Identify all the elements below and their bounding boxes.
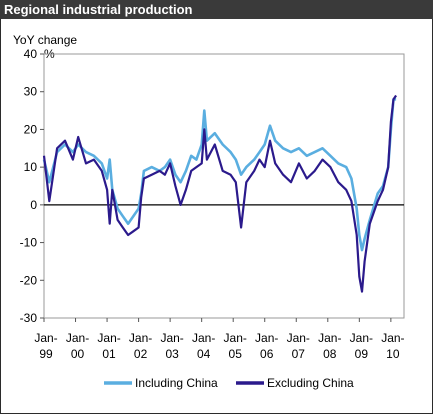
x-tick-label-month: Jan- xyxy=(34,331,57,345)
y-tick-label: 10 xyxy=(24,160,38,174)
series-line-excluding-china xyxy=(42,94,398,293)
x-tick-label-month: Jan- xyxy=(192,331,215,345)
y-tick-label: -10 xyxy=(20,236,38,250)
x-tick-label-month: Jan- xyxy=(381,331,404,345)
y-tick-label: 20 xyxy=(24,122,38,136)
legend-label-excluding-china: Excluding China xyxy=(267,376,354,390)
x-tick-label-year: 06 xyxy=(260,347,274,361)
x-tick-label-year: 05 xyxy=(229,347,243,361)
x-tick-label-month: Jan- xyxy=(160,331,183,345)
x-tick-label-year: 10 xyxy=(386,347,400,361)
x-tick-label-year: 04 xyxy=(197,347,211,361)
x-tick-label-year: 99 xyxy=(39,347,53,361)
x-tick-label-month: Jan- xyxy=(350,331,373,345)
x-tick-label-month: Jan- xyxy=(66,331,89,345)
x-tick-label-year: 08 xyxy=(323,347,337,361)
y-tick-label: 0 xyxy=(30,198,37,212)
x-tick-label-year: 07 xyxy=(292,347,306,361)
y-tick-label: -20 xyxy=(20,273,38,287)
x-tick-label-month: Jan- xyxy=(97,331,120,345)
x-tick-label-month: Jan- xyxy=(129,331,152,345)
x-tick-label-month: Jan- xyxy=(255,331,278,345)
x-tick-label-month: Jan- xyxy=(224,331,247,345)
x-tick-label-year: 00 xyxy=(71,347,85,361)
x-tick-label-year: 09 xyxy=(355,347,369,361)
series-line-including-china xyxy=(42,98,397,252)
x-tick-label-month: Jan- xyxy=(318,331,341,345)
plot-area-border xyxy=(43,53,405,319)
chart-title-bar: Regional industrial production xyxy=(0,0,433,19)
legend-label-including-china: Including China xyxy=(135,376,218,390)
y-tick-label: 40 xyxy=(24,47,38,61)
y-axis-label: YoY change xyxy=(13,33,78,47)
x-tick-label-month: Jan- xyxy=(287,331,310,345)
y-tick-label: 30 xyxy=(24,85,38,99)
chart-title: Regional industrial production xyxy=(4,2,193,17)
x-tick-label-year: 03 xyxy=(165,347,179,361)
y-tick-label: -30 xyxy=(20,311,38,325)
x-tick-label-year: 02 xyxy=(134,347,148,361)
x-tick-label-year: 01 xyxy=(102,347,116,361)
